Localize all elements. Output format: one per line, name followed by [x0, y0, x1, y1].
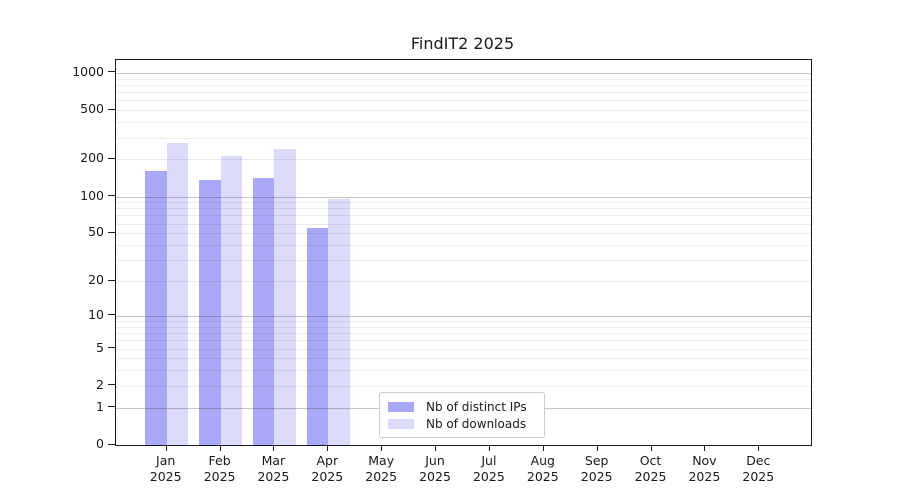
y-axis-tick	[108, 314, 115, 316]
y-tick-label: 1	[96, 398, 104, 414]
x-tick-label: Oct 2025	[634, 453, 667, 484]
bar-apr-distinct-ips	[306, 228, 329, 445]
x-axis-tick	[435, 445, 436, 451]
x-tick-label: Aug 2025	[526, 453, 559, 484]
x-tick-label: Jan 2025	[149, 453, 182, 484]
x-axis-tick	[596, 445, 598, 451]
bar-jan-distinct-ips	[145, 171, 167, 445]
y-axis-tick	[108, 231, 115, 233]
y-tick-label: 200	[80, 150, 104, 166]
minor-gridline	[116, 122, 811, 124]
y-axis-tick	[108, 384, 115, 386]
legend-swatch	[388, 401, 414, 412]
minor-gridline	[116, 137, 811, 139]
y-tick-label: 50	[88, 224, 104, 240]
y-axis-tick	[108, 71, 115, 73]
x-axis-tick	[219, 445, 221, 451]
y-tick-label: 100	[80, 187, 104, 203]
legend-swatch	[388, 418, 414, 429]
x-tick-label: Dec 2025	[742, 453, 775, 484]
x-tick-label: Feb 2025	[203, 453, 236, 484]
y-axis-tick	[108, 443, 115, 445]
minor-gridline	[116, 84, 811, 86]
bar-feb-downloads	[220, 155, 243, 445]
plot-area	[115, 59, 812, 446]
major-gridline	[116, 72, 811, 74]
x-tick-label: Jun 2025	[419, 453, 451, 484]
bar-feb-distinct-ips	[199, 179, 221, 445]
x-tick-label: Sep 2025	[580, 453, 613, 484]
bar-mar-downloads	[274, 149, 296, 445]
minor-gridline	[116, 78, 811, 80]
y-tick-label: 20	[88, 272, 104, 287]
legend-label: Nb of downloads	[426, 416, 527, 431]
x-axis-tick	[327, 445, 329, 451]
x-axis-tick	[165, 445, 167, 451]
x-axis-tick	[650, 445, 652, 451]
x-tick-label: Jul 2025	[472, 453, 505, 484]
y-tick-label: 500	[80, 101, 104, 117]
bar-apr-downloads	[328, 199, 350, 445]
y-tick-label: 5	[96, 339, 104, 355]
x-axis-tick	[542, 445, 544, 451]
x-tick-label: Mar 2025	[257, 453, 290, 484]
x-tick-label: Nov 2025	[688, 453, 721, 484]
legend-label: Nb of distinct IPs	[426, 399, 527, 414]
x-axis-tick	[758, 445, 760, 451]
y-axis-tick	[108, 347, 115, 348]
chart-title: FindIT2 2025	[410, 34, 515, 53]
x-tick-label: May 2025	[365, 453, 398, 484]
y-tick-label: 0	[96, 436, 104, 451]
bar-jan-downloads	[166, 142, 189, 445]
y-axis-tick	[108, 195, 115, 196]
y-tick-label: 1000	[72, 63, 104, 79]
legend-item-downloads: Nb of downloads	[388, 415, 536, 432]
minor-gridline	[116, 92, 811, 94]
x-axis-tick	[381, 445, 383, 451]
y-axis-tick	[108, 108, 115, 110]
legend-item-distinct-ips: Nb of distinct IPs	[388, 398, 536, 415]
y-axis-tick	[108, 157, 115, 159]
x-axis-tick	[273, 445, 275, 451]
bar-mar-distinct-ips	[252, 178, 275, 445]
y-tick-label: 2	[96, 376, 104, 392]
x-axis-tick	[488, 445, 490, 451]
x-axis-tick	[704, 445, 706, 451]
x-tick-label: Apr 2025	[311, 453, 344, 484]
y-axis-tick	[108, 406, 115, 408]
y-axis-tick	[108, 279, 115, 281]
minor-gridline	[116, 110, 811, 112]
legend: Nb of distinct IPs Nb of downloads	[379, 392, 545, 438]
y-tick-label: 10	[88, 306, 104, 322]
minor-gridline	[116, 100, 811, 102]
